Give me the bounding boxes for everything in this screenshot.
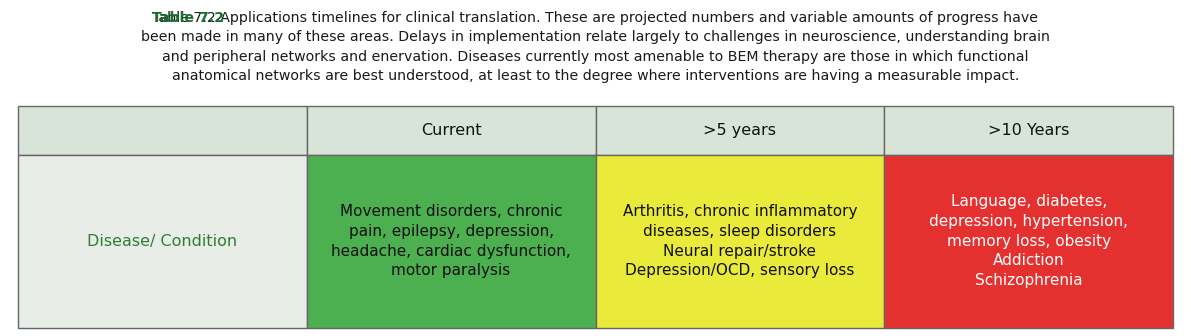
- Text: Language, diabetes,
depression, hypertension,
memory loss, obesity
Addiction
Sch: Language, diabetes, depression, hyperten…: [929, 194, 1128, 288]
- Text: Arthritis, chronic inflammatory
diseases, sleep disorders
Neural repair/stroke
D: Arthritis, chronic inflammatory diseases…: [623, 204, 858, 278]
- Bar: [884, 155, 1173, 328]
- Text: Movement disorders, chronic
pain, epilepsy, depression,
headache, cardiac dysfun: Movement disorders, chronic pain, epilep…: [331, 204, 570, 278]
- Text: Current: Current: [420, 123, 481, 138]
- Text: Table 7.2: Table 7.2: [152, 11, 230, 25]
- Text: Disease/ Condition: Disease/ Condition: [87, 234, 237, 249]
- Bar: [18, 155, 307, 328]
- Text: >5 years: >5 years: [704, 123, 777, 138]
- Bar: [307, 106, 596, 155]
- Text: anatomical networks are best understood, at least to the degree where interventi: anatomical networks are best understood,…: [172, 69, 1019, 83]
- Bar: [307, 155, 596, 328]
- Bar: [596, 155, 884, 328]
- Text: and peripheral networks and enervation. Diseases currently most amenable to BEM : and peripheral networks and enervation. …: [162, 50, 1029, 64]
- Bar: [596, 106, 884, 155]
- Text: Table 7.2 Applications timelines for clinical translation. These are projected n: Table 7.2 Applications timelines for cli…: [152, 11, 1039, 25]
- Bar: [18, 106, 307, 155]
- Text: been made in many of these areas. Delays in implementation relate largely to cha: been made in many of these areas. Delays…: [141, 30, 1050, 44]
- Text: >10 Years: >10 Years: [989, 123, 1070, 138]
- Bar: [884, 106, 1173, 155]
